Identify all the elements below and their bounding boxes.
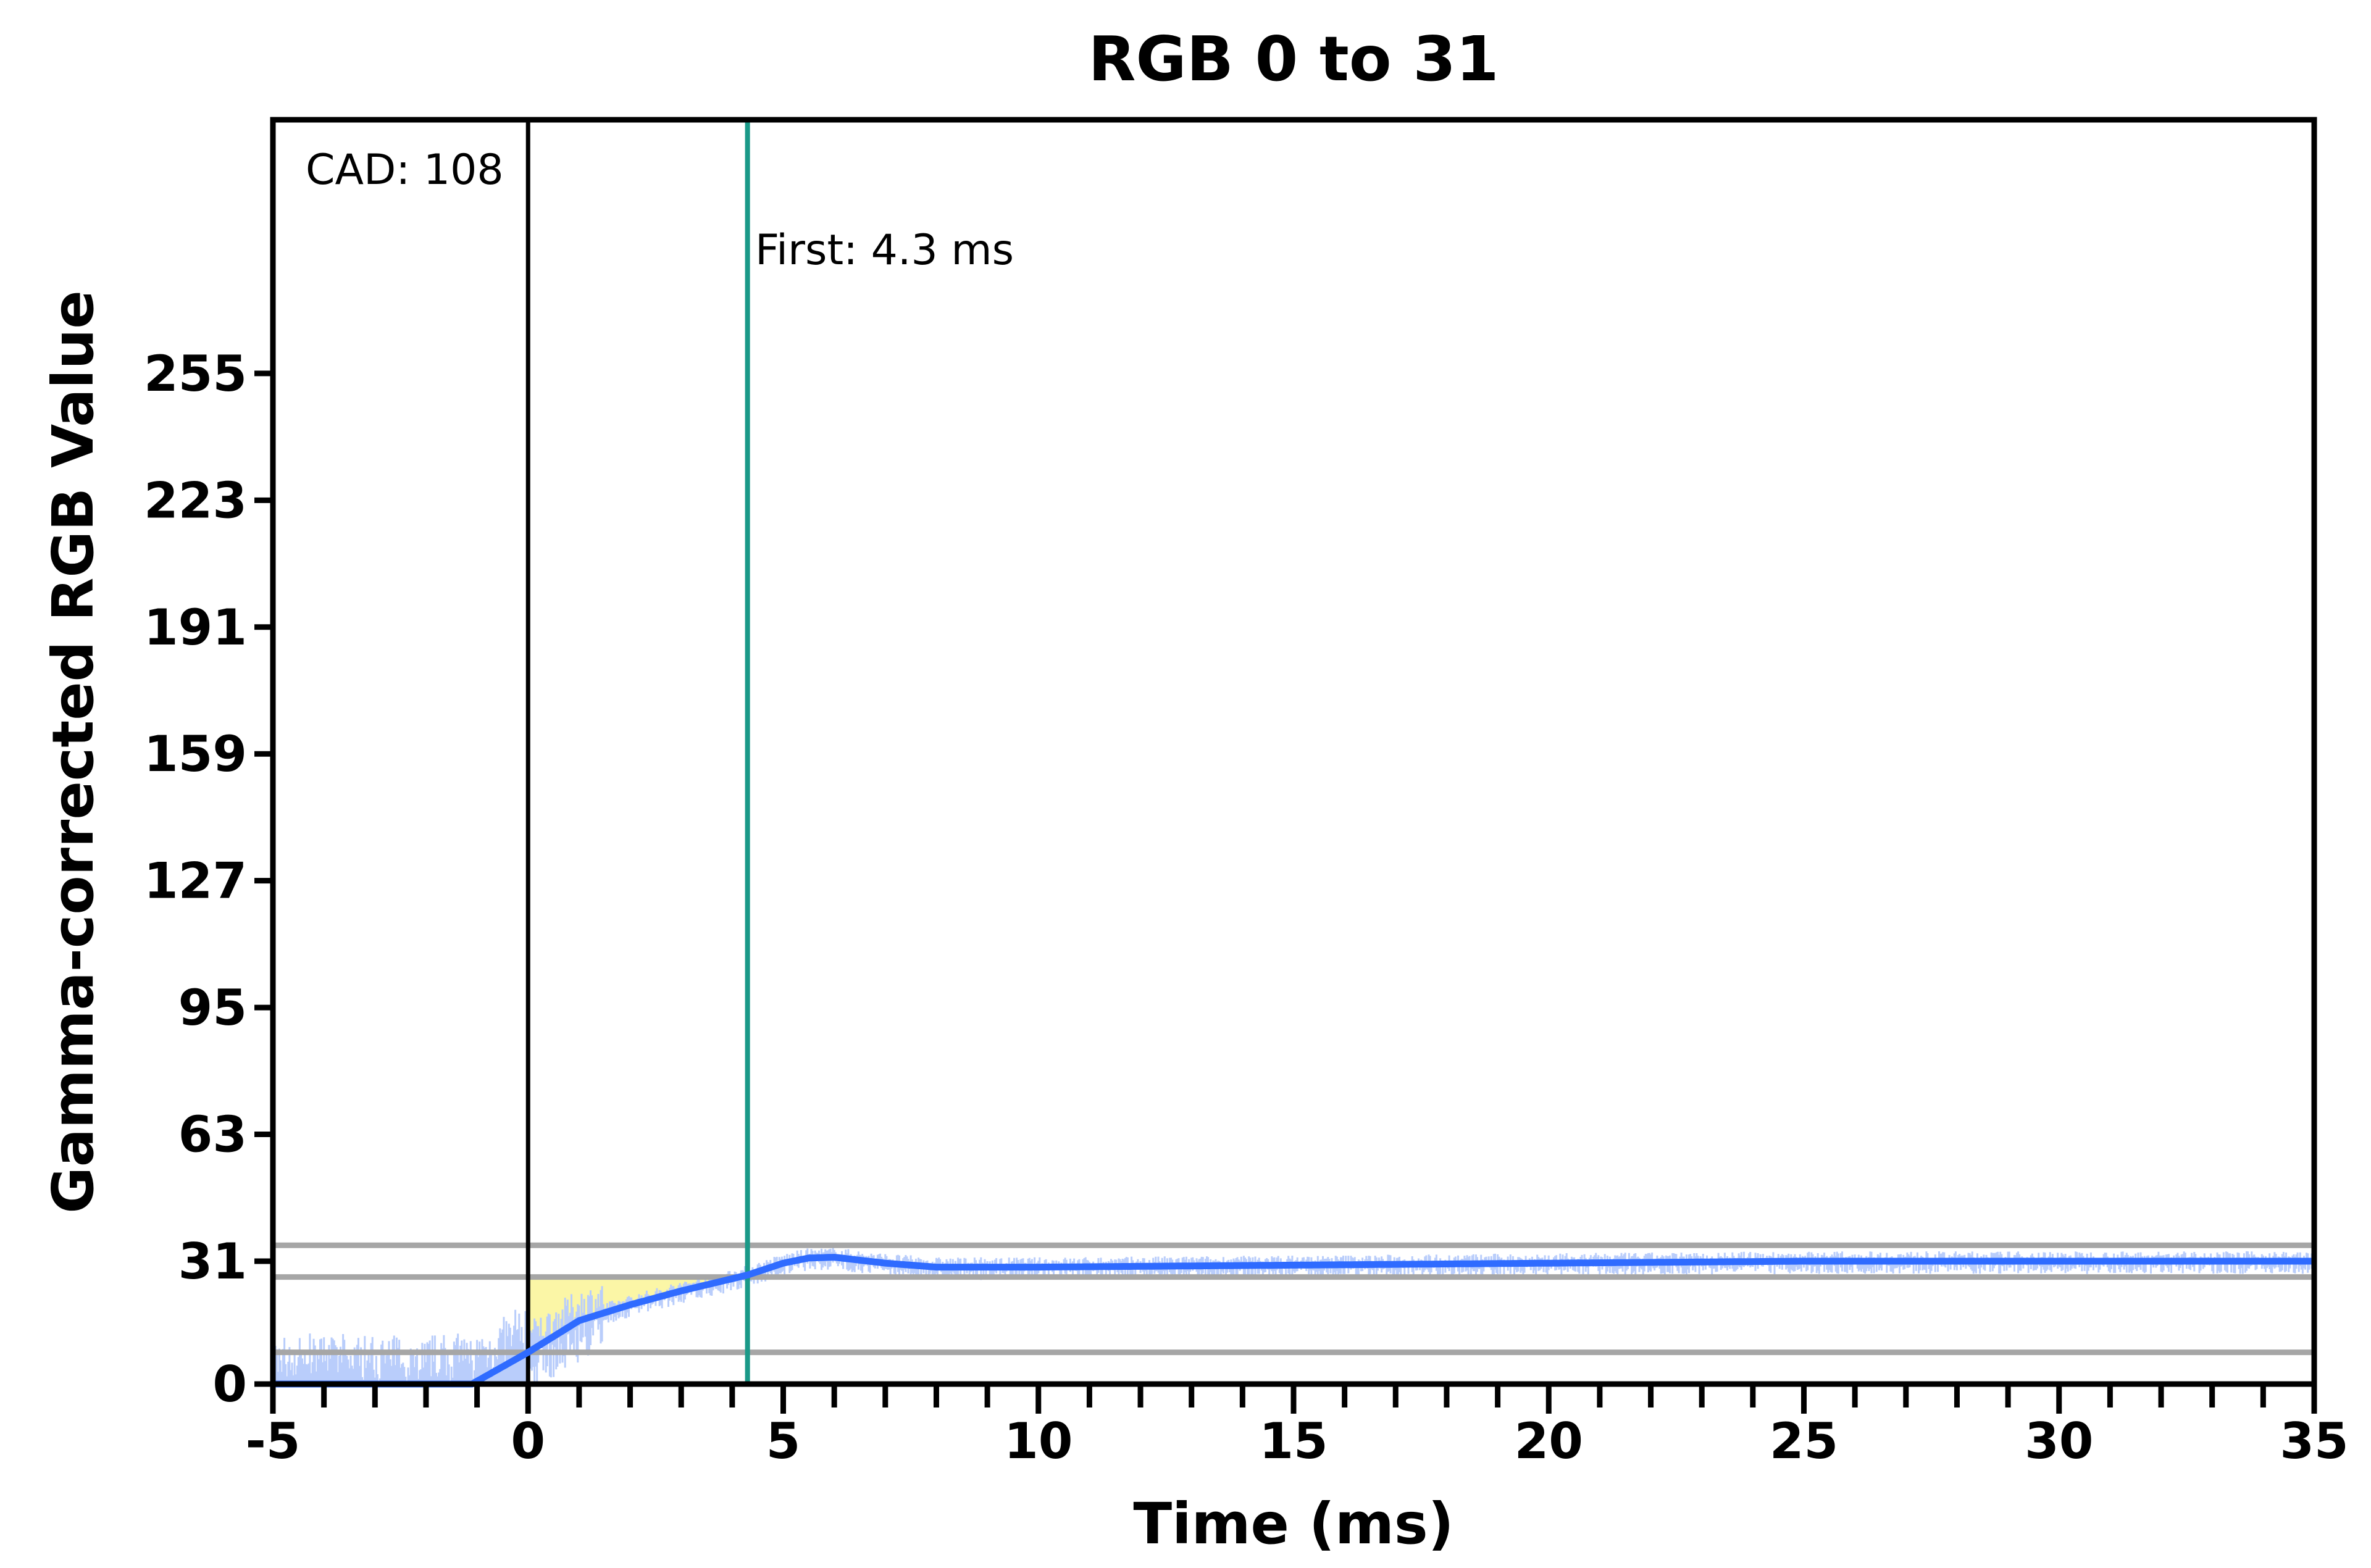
y-tick-label: 63 [178, 1106, 247, 1164]
plot-frame [270, 117, 2317, 1387]
y-tick-label: 255 [144, 345, 247, 402]
y-tick-label: 223 [144, 472, 247, 529]
chart-title: RGB 0 to 31 [1089, 23, 1499, 95]
y-tick-label: 127 [144, 853, 247, 910]
x-tick-label: -5 [246, 1412, 301, 1470]
x-tick-label: 25 [1770, 1412, 1838, 1470]
y-tick-label: 95 [178, 979, 247, 1036]
x-tick-label: 10 [1004, 1412, 1073, 1470]
x-tick-label: 30 [2025, 1412, 2093, 1470]
x-tick-label: 35 [2280, 1412, 2348, 1470]
first-annotation: First: 4.3 ms [755, 226, 1014, 275]
y-tick-label: 159 [144, 725, 247, 783]
x-tick-label: 15 [1259, 1412, 1328, 1470]
smoothed-line [272, 1254, 2313, 1388]
x-tick-label: 20 [1515, 1412, 1583, 1470]
y-tick-label: 31 [178, 1233, 247, 1290]
x-tick-label: 0 [511, 1412, 545, 1470]
y-tick-label: 191 [144, 599, 247, 656]
highlight-area [528, 1277, 748, 1353]
cad-annotation: CAD: 108 [306, 146, 504, 194]
x-tick-label: 5 [766, 1412, 801, 1470]
y-tick-label: 0 [212, 1356, 247, 1413]
x-axis-label: Time (ms) [1133, 1491, 1453, 1557]
y-axis-label: Gamma-corrected RGB Value [40, 290, 106, 1213]
